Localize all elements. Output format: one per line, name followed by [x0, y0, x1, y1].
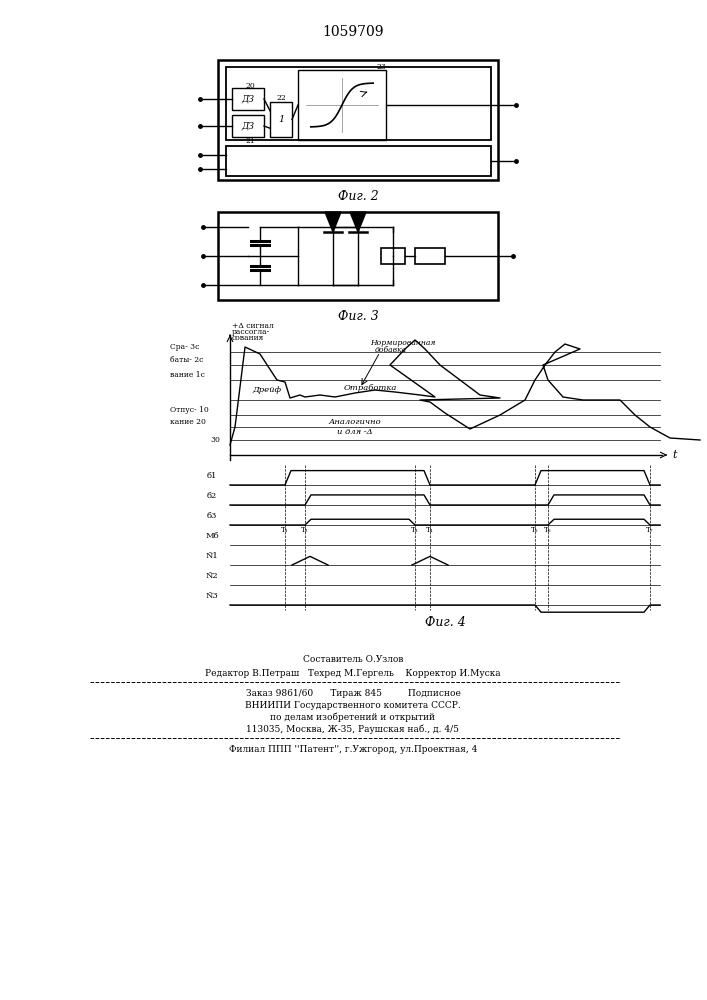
Text: сования: сования [232, 334, 264, 342]
Text: вание 1с: вание 1с [170, 371, 205, 379]
Text: по делам изобретений и открытий: по делам изобретений и открытий [271, 712, 436, 722]
Text: Отработка: Отработка [344, 384, 397, 392]
Text: T₅: T₅ [531, 526, 539, 534]
Text: ДЗ: ДЗ [242, 121, 255, 130]
Text: Аналогично: Аналогично [329, 418, 381, 426]
Text: добавка: добавка [375, 346, 407, 354]
Text: N̄1: N̄1 [206, 552, 218, 560]
Text: T₆: T₆ [544, 526, 551, 534]
Text: 1059709: 1059709 [322, 25, 384, 39]
Bar [298, 70, 386, 140]
Bar [232, 115, 264, 137]
Bar [218, 60, 498, 180]
Text: Фиг. 3: Фиг. 3 [338, 310, 378, 322]
Text: 30: 30 [210, 436, 220, 444]
Bar [415, 248, 445, 264]
Text: Редактор В.Петраш   Техред М.Гергель    Корректор И.Муска: Редактор В.Петраш Техред М.Гергель Корре… [205, 668, 501, 678]
Text: 113035, Москва, Ж-35, Раушская наб., д. 4/5: 113035, Москва, Ж-35, Раушская наб., д. … [247, 724, 460, 734]
Text: T₃: T₃ [411, 526, 419, 534]
Text: Фиг. 4: Фиг. 4 [425, 616, 465, 630]
Text: и для -Δ: и для -Δ [337, 428, 373, 436]
Text: ВНИИПИ Государственного комитета СССР.: ВНИИПИ Государственного комитета СССР. [245, 700, 461, 710]
Bar [381, 248, 405, 264]
Text: N̄2: N̄2 [206, 572, 218, 580]
Text: Составитель О.Узлов: Составитель О.Узлов [303, 656, 403, 664]
Text: б2: б2 [207, 492, 217, 500]
Text: 1: 1 [278, 115, 284, 124]
Text: баты- 2с: баты- 2с [170, 356, 204, 364]
Text: Мб: Мб [205, 532, 218, 540]
Text: рассогла-: рассогла- [232, 328, 270, 336]
Text: 20: 20 [245, 82, 255, 90]
Text: ДЗ: ДЗ [242, 95, 255, 104]
Text: Отпус- 10: Отпус- 10 [170, 406, 209, 414]
Text: Филиал ППП ''Патент'', г.Ужгород, ул.Проектная, 4: Филиал ППП ''Патент'', г.Ужгород, ул.Про… [229, 744, 477, 754]
Text: T₄: T₄ [426, 526, 434, 534]
Text: Нормированная: Нормированная [370, 339, 436, 347]
Text: 23: 23 [376, 63, 386, 71]
Text: Фиг. 2: Фиг. 2 [338, 190, 378, 202]
Bar [218, 212, 498, 300]
Text: 21: 21 [245, 137, 255, 145]
Bar [226, 146, 491, 176]
Text: +Δ сигнал: +Δ сигнал [232, 322, 274, 330]
Polygon shape [350, 212, 366, 232]
Text: T₂: T₂ [301, 526, 309, 534]
Text: 22: 22 [276, 94, 286, 102]
Polygon shape [325, 212, 341, 232]
Bar [226, 67, 491, 140]
Text: кание 20: кание 20 [170, 418, 206, 426]
Text: Сра- 3с: Сра- 3с [170, 343, 199, 351]
Bar [270, 102, 292, 137]
Text: T₁: T₁ [281, 526, 289, 534]
Text: б1: б1 [207, 472, 217, 480]
Bar [232, 88, 264, 110]
Text: t: t [673, 450, 677, 460]
Text: Заказ 9861/60      Тираж 845         Подписное: Заказ 9861/60 Тираж 845 Подписное [245, 688, 460, 698]
Text: Дрейф: Дрейф [252, 386, 281, 394]
Text: T₇: T₇ [646, 526, 654, 534]
Text: б3: б3 [207, 512, 217, 520]
Text: N̄3: N̄3 [206, 592, 218, 600]
